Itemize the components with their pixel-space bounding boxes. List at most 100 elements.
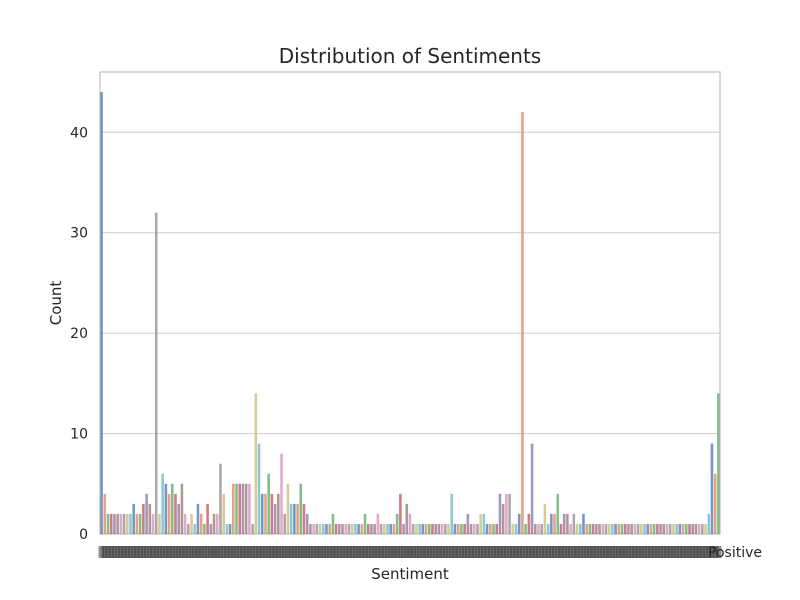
bar	[517, 513, 521, 534]
bar	[489, 523, 492, 534]
x-tick-label-mark	[493, 546, 500, 558]
x-tick-label-mark	[612, 546, 619, 558]
bar	[469, 523, 473, 534]
bar	[595, 523, 598, 534]
x-tick-label-mark	[631, 546, 638, 558]
x-tick-label-mark	[101, 546, 108, 558]
bar	[704, 523, 707, 534]
x-axis-ticks: Positive	[98, 545, 762, 561]
x-tick-label: Positive	[708, 545, 762, 561]
x-tick-label-mark	[230, 546, 237, 558]
x-tick-label-mark	[670, 546, 677, 558]
x-tick-label-mark	[696, 546, 703, 558]
x-tick-label-mark	[663, 546, 670, 558]
bar	[244, 483, 248, 534]
x-tick-label-mark	[384, 546, 391, 558]
x-tick-label-mark	[529, 546, 536, 558]
bar	[540, 523, 543, 534]
bar	[591, 523, 595, 534]
x-tick-label-mark	[461, 546, 468, 558]
x-tick-label-mark	[368, 546, 375, 558]
x-tick-label-mark	[378, 546, 385, 558]
x-tick-label-mark	[227, 546, 234, 558]
bar	[421, 523, 425, 534]
x-tick-label-mark	[150, 546, 157, 558]
bar	[142, 503, 145, 534]
x-tick-label-mark	[345, 546, 352, 558]
x-tick-label-mark	[419, 546, 426, 558]
x-tick-label-mark	[708, 546, 715, 558]
bar	[424, 523, 428, 534]
bar	[684, 523, 688, 534]
x-tick-label-mark	[519, 546, 526, 558]
bar	[289, 503, 293, 534]
x-tick-label-mark	[554, 546, 561, 558]
x-tick-label-mark	[182, 546, 189, 558]
bar	[556, 493, 560, 534]
bar	[601, 523, 605, 534]
bar	[373, 523, 376, 534]
bar	[630, 523, 633, 534]
x-tick-label-mark	[349, 546, 356, 558]
x-tick-label-mark	[513, 546, 520, 558]
bar	[251, 523, 254, 534]
bar	[341, 523, 344, 534]
bar	[697, 523, 701, 534]
bar	[434, 523, 437, 534]
bar	[228, 523, 232, 534]
bar	[701, 523, 704, 534]
x-tick-label-mark	[490, 546, 497, 558]
bar	[100, 92, 103, 534]
x-tick-label-mark	[394, 546, 401, 558]
bar	[315, 523, 319, 534]
bar	[678, 523, 682, 534]
bar	[164, 483, 168, 534]
x-tick-label-mark	[220, 546, 227, 558]
x-tick-label-mark	[307, 546, 314, 558]
bar	[212, 513, 216, 534]
x-tick-label-mark	[692, 546, 699, 558]
x-tick-label-mark	[117, 546, 124, 558]
bar	[344, 523, 348, 534]
x-tick-label-mark	[387, 546, 394, 558]
bar	[293, 503, 296, 534]
bar	[550, 513, 553, 534]
x-tick-label-mark	[570, 546, 577, 558]
x-tick-label-mark	[689, 546, 696, 558]
x-tick-label-mark	[445, 546, 452, 558]
bar	[215, 513, 219, 534]
x-tick-label-mark	[294, 546, 301, 558]
bar	[620, 523, 624, 534]
bar	[411, 523, 415, 534]
x-tick-label-mark	[480, 546, 487, 558]
x-tick-label-mark	[583, 546, 590, 558]
bar	[691, 523, 694, 534]
x-tick-label-mark	[635, 546, 642, 558]
bar	[643, 523, 646, 534]
bar	[129, 513, 132, 534]
x-tick-label-mark	[288, 546, 295, 558]
x-tick-label-mark	[159, 546, 166, 558]
x-tick-label-mark	[500, 546, 507, 558]
bar	[578, 523, 582, 534]
y-tick-label: 20	[70, 326, 88, 342]
x-tick-label-mark	[243, 546, 250, 558]
x-tick-label-mark	[622, 546, 629, 558]
x-tick-label-mark	[143, 546, 150, 558]
x-tick-label-mark	[133, 546, 140, 558]
x-tick-label-mark	[538, 546, 545, 558]
bar	[652, 523, 656, 534]
bar	[360, 523, 364, 534]
x-tick-label-mark	[239, 546, 246, 558]
bar	[151, 513, 155, 534]
x-tick-label-mark	[217, 546, 224, 558]
bar	[180, 483, 184, 534]
bar	[646, 523, 650, 534]
bar	[456, 523, 460, 534]
bar	[106, 513, 110, 534]
bar	[582, 513, 585, 534]
bar	[193, 523, 197, 534]
bar	[267, 473, 270, 534]
bar	[305, 513, 309, 534]
